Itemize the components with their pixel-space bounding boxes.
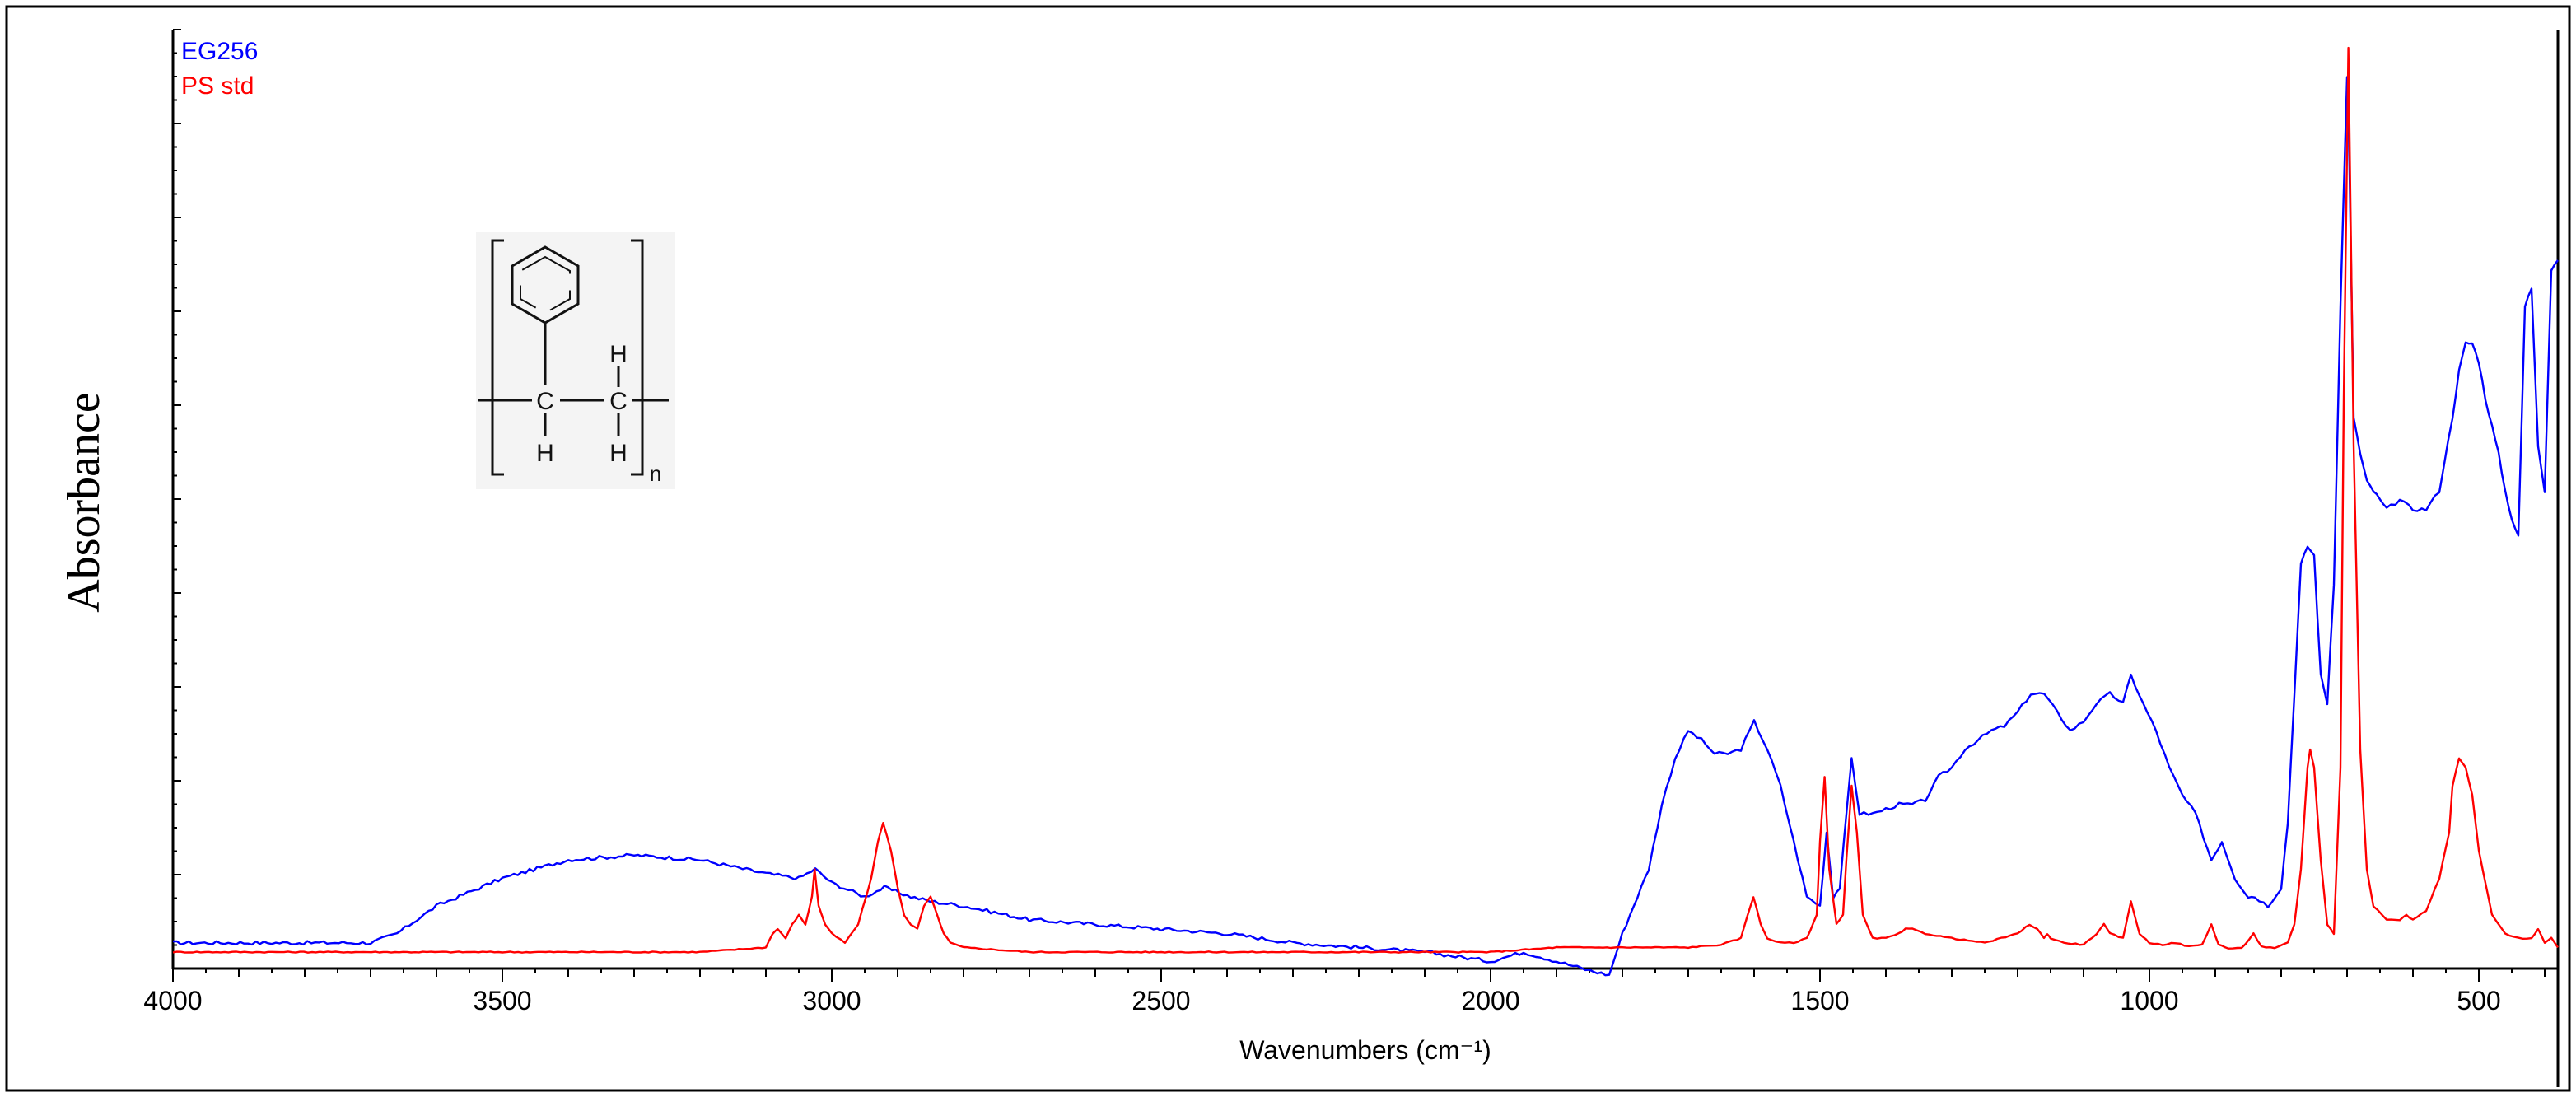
- x-axis-ticks: 4000 3500 3000 2500 2000 1500 1000 500: [143, 969, 2546, 1015]
- atom-c1: C: [536, 388, 554, 415]
- x-tick-label: 1500: [1790, 986, 1849, 1015]
- y-axis-title: Absorbance: [58, 392, 110, 612]
- series-layer: [172, 46, 2559, 977]
- x-tick-label: 4000: [143, 986, 202, 1015]
- legend: EG256 PS std: [181, 38, 258, 100]
- legend-entry-eg256: EG256: [181, 38, 258, 65]
- atom-h-bottom-left: H: [536, 440, 554, 467]
- repeat-subscript: n: [650, 461, 661, 486]
- benzene-double-bonds: [520, 255, 571, 315]
- x-tick-label: 2500: [1132, 986, 1190, 1015]
- right-bracket: [631, 239, 644, 476]
- x-tick-label: 2000: [1461, 986, 1519, 1015]
- legend-entry-ps-std: PS std: [181, 72, 254, 100]
- atom-c2: C: [609, 388, 628, 415]
- atom-h-top: H: [609, 341, 628, 368]
- series-line-eg256: [172, 76, 2559, 977]
- x-tick-label: 500: [2457, 986, 2500, 1015]
- polystyrene-structure-inset: C C H H H n: [476, 232, 675, 489]
- x-tick-label: 3500: [473, 986, 531, 1015]
- y-axis-ticks: [173, 29, 181, 969]
- inset-background: [476, 232, 675, 489]
- outer-frame: [5, 5, 2571, 1092]
- left-bracket: [491, 239, 504, 476]
- x-tick-label: 3000: [802, 986, 861, 1015]
- x-axis-title: Wavenumbers (cm⁻¹): [1239, 1035, 1491, 1065]
- series-line-ps-std: [172, 46, 2559, 954]
- x-tick-label: 1000: [2120, 986, 2178, 1015]
- atom-h-bottom-right: H: [609, 440, 628, 467]
